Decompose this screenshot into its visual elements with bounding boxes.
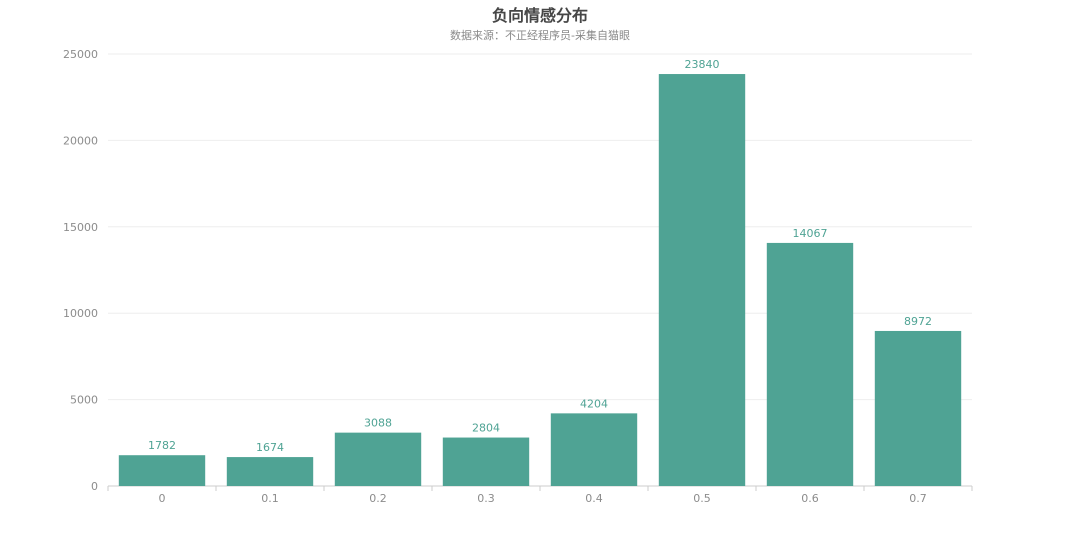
y-tick-label: 20000 [63,134,98,147]
data-label: 1674 [256,441,284,454]
bar[interactable] [334,432,422,486]
x-tick-label: 0.6 [801,492,819,505]
bar[interactable] [658,74,746,486]
label-layer: 1782 1674 3088 2804 4204 23840 14067 8972 [148,58,932,454]
y-tick-label: 0 [91,480,98,493]
bar[interactable] [766,242,854,486]
bar[interactable] [226,457,314,486]
data-label: 3088 [364,417,392,430]
bar[interactable] [442,437,530,486]
x-tick-label: 0.2 [369,492,387,505]
x-tick-label: 0.1 [261,492,279,505]
bar[interactable] [550,413,638,486]
bar[interactable] [118,455,206,486]
x-tick-label: 0 [159,492,166,505]
x-tick-label: 0.5 [693,492,711,505]
bar-layer [118,74,962,486]
x-tick-label: 0.7 [909,492,927,505]
y-tick-label: 5000 [70,394,98,407]
data-label: 23840 [685,58,720,71]
data-label: 8972 [904,315,932,328]
y-tick-label: 15000 [63,221,98,234]
axis-layer: 0 5000 10000 15000 20000 25000 0 0.1 0.2 0.3 0.4 0.… [63,48,973,505]
data-label: 14067 [793,227,828,240]
y-tick-label: 10000 [63,307,98,320]
chart-title: 负向情感分布 [491,6,588,25]
x-tick-label: 0.3 [477,492,495,505]
data-label: 2804 [472,422,500,435]
x-tick-label: 0.4 [585,492,603,505]
chart-subtitle: 数据来源：不正经程序员-采集自猫眼 [450,29,630,42]
data-label: 4204 [580,397,608,410]
bar[interactable] [874,330,962,486]
y-tick-label: 25000 [63,48,98,61]
data-label: 1782 [148,439,176,452]
